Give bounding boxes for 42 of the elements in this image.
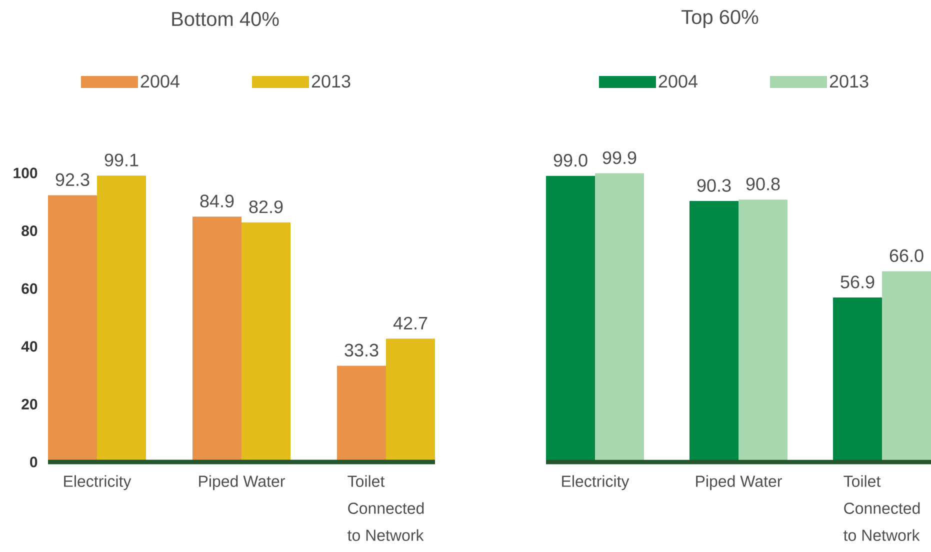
data-label: 84.9	[200, 194, 234, 208]
x-tick-label: Toilet Connected to Network	[348, 475, 424, 541]
legend-label: 2004	[658, 74, 698, 88]
y-tick-label: 0	[30, 456, 38, 468]
data-label: 99.1	[104, 154, 138, 166]
data-label: 99.9	[602, 151, 636, 164]
y-tick-label: 100	[14, 168, 38, 178]
y-tick-label: 60	[22, 283, 38, 294]
data-label: 42.7	[393, 316, 428, 330]
chart-title: Top 60%	[682, 10, 758, 28]
y-tick-label: 40	[21, 341, 38, 352]
bar	[97, 176, 146, 462]
data-label: 66.0	[890, 249, 924, 262]
x-tick-label: Piped Water	[696, 475, 782, 490]
legend-label: 2013	[312, 74, 350, 88]
data-label: 56.9	[840, 276, 874, 288]
x-tick-label: Toilet Connected to Network	[844, 475, 920, 541]
bar	[595, 173, 644, 462]
bar	[192, 216, 242, 462]
bar	[242, 222, 291, 462]
data-label: 99.0	[554, 154, 588, 167]
bar	[882, 271, 931, 462]
y-tick-label: 20	[22, 398, 38, 410]
bar	[738, 200, 788, 462]
bar	[386, 338, 436, 462]
bar	[690, 201, 739, 462]
bar	[833, 298, 882, 462]
bar	[546, 176, 596, 462]
x-tick-label: Electricity	[64, 475, 132, 490]
bar	[337, 366, 386, 462]
x-tick-label: Electricity	[562, 475, 630, 490]
legend-label: 2013	[830, 74, 868, 88]
x-tick-label: Piped Water	[199, 475, 285, 490]
data-label: 33.3	[344, 344, 378, 357]
data-label: 90.3	[697, 179, 731, 192]
data-label: 92.3	[56, 173, 90, 186]
bar	[48, 195, 97, 462]
data-label: 90.8	[746, 178, 780, 190]
y-tick-label: 80	[22, 225, 38, 236]
data-label: 82.9	[249, 200, 283, 214]
legend-label: 2004	[140, 74, 180, 88]
chart-title: Bottom 40%	[172, 12, 279, 26]
